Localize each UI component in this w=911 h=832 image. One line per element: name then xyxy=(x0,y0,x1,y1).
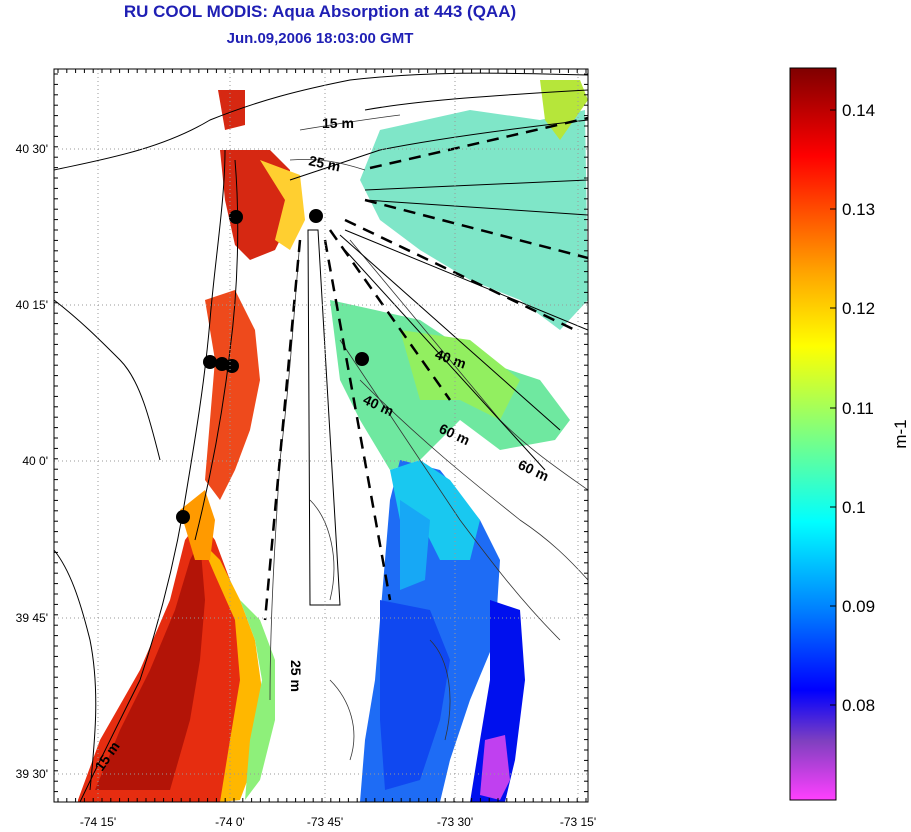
plume-mid xyxy=(205,290,260,500)
cb-label-2: 0.13 xyxy=(842,200,875,219)
transect-ne-1 xyxy=(364,179,588,191)
plume-north-edge xyxy=(260,160,305,250)
plume-south-green xyxy=(240,600,275,800)
lon-label-2: -74 0' xyxy=(215,815,245,829)
stations xyxy=(176,209,369,524)
absorption-field xyxy=(78,80,588,802)
cb-label-6: 0.09 xyxy=(842,597,875,616)
plume-south-edge xyxy=(200,540,262,802)
lat-label-5: 39 30' xyxy=(16,767,48,781)
transect-se-1 xyxy=(339,234,561,431)
plume-coastal-south-core xyxy=(95,540,205,790)
glider-tracks xyxy=(263,116,588,621)
plume-north-top xyxy=(218,90,245,130)
transect-e-1 xyxy=(344,229,588,331)
station-7 xyxy=(176,510,190,524)
colorbar-unit-label: m-1 xyxy=(891,419,910,448)
lon-label-4: -73 30' xyxy=(437,815,473,829)
offshore-cyan xyxy=(390,460,480,560)
transects xyxy=(307,179,588,606)
colorbar-ticks: 0.14 0.13 0.12 0.11 0.1 0.09 0.08 xyxy=(830,101,875,715)
frame-ticks xyxy=(54,69,588,803)
track-ne xyxy=(369,116,588,170)
depth-label-15m-north: 15 m xyxy=(322,115,354,131)
station-5 xyxy=(225,359,239,373)
nj-shore xyxy=(79,149,226,802)
depth-label-25m-north: 25 m xyxy=(307,152,342,174)
offshore-blue-core xyxy=(380,600,450,790)
track-se xyxy=(344,218,576,332)
depth-label-60m-east: 60 m xyxy=(516,456,552,484)
contour-misc xyxy=(309,499,451,761)
inland-2 xyxy=(54,549,97,791)
transect-south xyxy=(307,229,341,606)
track-sw xyxy=(263,239,302,621)
offshore-mid-b xyxy=(400,330,520,420)
long-island xyxy=(364,89,588,111)
contour-60m xyxy=(359,379,588,581)
contour-40m-a xyxy=(349,239,588,491)
contour-40m-b xyxy=(339,339,561,641)
contour-15m xyxy=(299,114,401,131)
station-2 xyxy=(309,209,323,223)
map-frame xyxy=(53,68,589,803)
station-1 xyxy=(229,210,243,224)
station-3 xyxy=(203,355,217,369)
lat-labels: 40 30' 40 15' 40 0' 39 45' 39 30' xyxy=(16,142,48,781)
track-sse xyxy=(328,229,452,401)
station-6 xyxy=(355,352,369,366)
graticule xyxy=(54,69,588,802)
offshore-ne xyxy=(360,110,588,330)
offshore-light-blue xyxy=(400,500,430,590)
colorbar xyxy=(789,67,837,801)
track-s xyxy=(323,239,392,601)
plume-south-b xyxy=(180,490,215,560)
lon-label-5: -73 15' xyxy=(560,815,596,829)
cb-label-1: 0.14 xyxy=(842,101,875,120)
lat-label-4: 39 45' xyxy=(16,611,48,625)
lat-label-1: 40 30' xyxy=(16,142,48,156)
cb-label-3: 0.12 xyxy=(842,299,875,318)
lon-labels: -74 15' -74 0' -73 45' -73 30' -73 15' xyxy=(80,815,596,829)
lon-label-1: -74 15' xyxy=(80,815,116,829)
nj-coast xyxy=(54,72,588,171)
offshore-blue-east xyxy=(470,600,525,802)
transect-ne-2 xyxy=(364,199,588,216)
depth-label-25m-south: 25 m xyxy=(288,660,304,692)
offshore-magenta xyxy=(480,735,510,800)
inland-1 xyxy=(54,299,161,461)
figure-subtitle: Jun.09,2006 18:03:00 GMT xyxy=(226,30,414,47)
cb-label-4: 0.11 xyxy=(842,399,874,418)
lat-label-2: 40 15' xyxy=(16,298,48,312)
cb-label-7: 0.08 xyxy=(842,696,875,715)
ny-bight xyxy=(289,119,588,181)
figure-title: RU COOL MODIS: Aqua Absorption at 443 (Q… xyxy=(123,2,517,21)
lon-label-3: -73 45' xyxy=(307,815,343,829)
lat-label-3: 40 0' xyxy=(22,454,48,468)
cb-label-5: 0.1 xyxy=(842,498,866,517)
transect-se-2 xyxy=(344,249,546,471)
